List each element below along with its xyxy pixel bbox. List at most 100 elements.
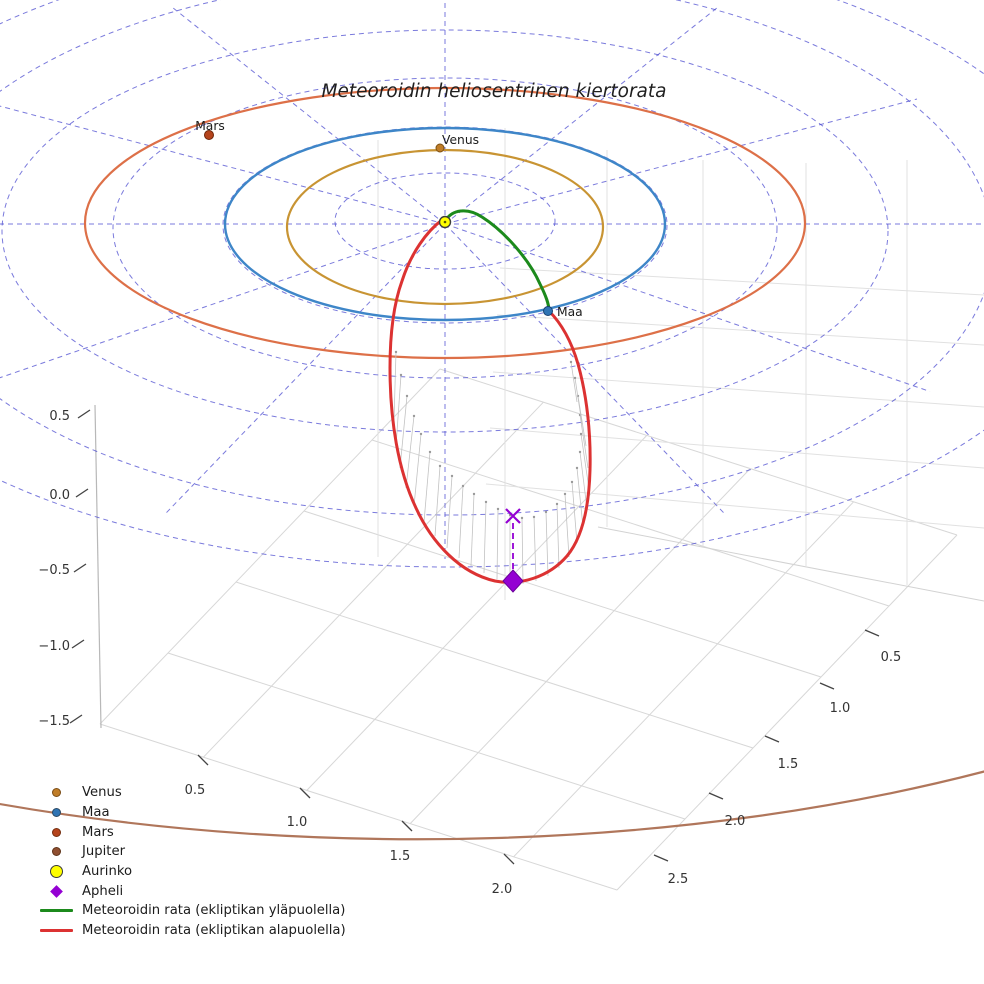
axis-ticks: 0.5 0.0 −0.5 −1.0 −1.5 0.5 1.0 1.5 2.0 0.5 1.0 1.5 2…: [38, 409, 901, 897]
legend-marker-dot-icon: [38, 808, 75, 818]
z-tick-label: 0.5: [49, 409, 70, 424]
projection-dot: [419, 432, 423, 436]
y-tick-label: 2.5: [668, 872, 689, 887]
legend-label: Jupiter: [82, 844, 125, 860]
floor-grid-line: [616, 534, 958, 891]
floor-grid-line: [167, 652, 686, 820]
projection-stem: [533, 516, 537, 582]
legend-label: Maa: [82, 805, 110, 821]
legend-item: Meteoroidin rata (ekliptikan alapuolella…: [38, 921, 346, 941]
maa-label: Maa: [557, 305, 583, 319]
aphelion-projection-x: [505, 508, 521, 524]
x-tick: [503, 853, 515, 865]
legend-label: Venus: [82, 785, 122, 801]
maa-dot: [543, 306, 553, 316]
projection-stem: [483, 501, 487, 574]
wall-grid-line: [496, 314, 984, 346]
legend-label: Apheli: [82, 883, 124, 899]
legend-item: Meteoroidin rata (ekliptikan yläpuolella…: [38, 901, 346, 921]
projection-stem: [470, 493, 475, 567]
z-tick-label: −1.5: [38, 714, 70, 729]
z-tick-label: −1.0: [38, 639, 70, 654]
jupiter-orbit: [0, 770, 984, 841]
y-tick-label: 2.0: [725, 814, 746, 829]
z-tick: [69, 714, 83, 724]
y-tick: [819, 682, 835, 690]
ecliptic-polar-grid: [0, 0, 984, 568]
diamond-glyph: [50, 884, 63, 898]
floor-grid-line: [235, 581, 754, 749]
legend-marker-dot-icon: [38, 827, 75, 837]
polar-spoke: [164, 223, 446, 515]
projection-stem: [393, 351, 397, 421]
projection-dot: [496, 507, 500, 511]
z-tick-label: 0.0: [49, 488, 70, 503]
legend-marker-line-icon: [38, 909, 75, 913]
x-tick: [197, 754, 209, 766]
y-tick: [764, 735, 780, 743]
projection-dot: [450, 474, 454, 478]
polar-spoke: [0, 105, 446, 225]
legend-marker-dot-icon: [38, 788, 75, 798]
sun-glyph: [50, 865, 63, 879]
projection-stem: [579, 414, 589, 469]
projection-dot: [532, 515, 536, 519]
projection-stem: [458, 485, 464, 559]
planet-orbits: [0, 86, 984, 841]
floor-grid-line: [99, 368, 441, 725]
wall-grid-line: [499, 267, 984, 296]
projection-dot: [461, 484, 465, 488]
sun-marker-center: [443, 220, 447, 224]
meteoroid-path-below: [388, 218, 592, 584]
z-tick: [75, 488, 89, 498]
polar-spoke: [444, 223, 726, 515]
legend-item: Apheli: [38, 881, 346, 901]
y-tick-label: 0.5: [881, 650, 902, 665]
projection-dot: [555, 502, 559, 506]
venus-dot: [435, 143, 445, 153]
legend-marker-line-icon: [38, 929, 75, 933]
venus-label: Venus: [442, 133, 479, 147]
legend-marker-sun-icon: [38, 865, 75, 879]
polar-spoke: [444, 98, 918, 225]
plot-title: Meteoroidin heliosentrinen kiertorata: [322, 81, 667, 102]
x-tick: [299, 787, 311, 799]
projection-dot: [405, 394, 409, 398]
projection-stem: [496, 508, 499, 580]
dot-glyph: [52, 847, 61, 857]
wall-grid-line: [492, 371, 984, 408]
projection-stem: [574, 377, 583, 425]
projection-stem: [556, 503, 560, 569]
legend-label: Aurinko: [82, 864, 133, 880]
x-tick-label: 2.0: [492, 882, 513, 897]
legend-label: Meteoroidin rata (ekliptikan alapuolella…: [82, 923, 346, 939]
y-tick-label: 1.5: [778, 757, 799, 772]
projection-dot: [394, 350, 398, 354]
projection-stem: [395, 374, 402, 447]
projection-stem: [446, 475, 453, 549]
z-axis-edge: [94, 404, 102, 729]
projection-stem: [399, 395, 408, 469]
floor-grid-line: [306, 435, 648, 791]
projection-dot: [578, 450, 582, 454]
polar-spoke: [172, 7, 446, 225]
z-tick-label: −0.5: [38, 563, 70, 578]
polar-spoke: [0, 223, 446, 379]
projection-dot: [399, 373, 403, 377]
legend-label: Mars: [82, 824, 114, 840]
projection-stem: [579, 451, 588, 510]
projection-dot: [570, 480, 574, 484]
projection-dot: [569, 360, 573, 364]
projection-stem: [413, 433, 422, 507]
legend-item: Mars: [38, 822, 346, 842]
box-panes: [94, 128, 984, 891]
legend-marker-diamond-icon: [38, 884, 75, 898]
projection-dot: [575, 466, 579, 470]
meteoroid-trajectory: [388, 209, 592, 584]
meteoroid-path-above: [444, 209, 551, 313]
polar-spoke: [444, 223, 931, 392]
legend: Venus Maa Mars Jupiter Aurinko Apheli Meteoroi…: [38, 783, 346, 941]
venus-orbit: [285, 148, 605, 306]
